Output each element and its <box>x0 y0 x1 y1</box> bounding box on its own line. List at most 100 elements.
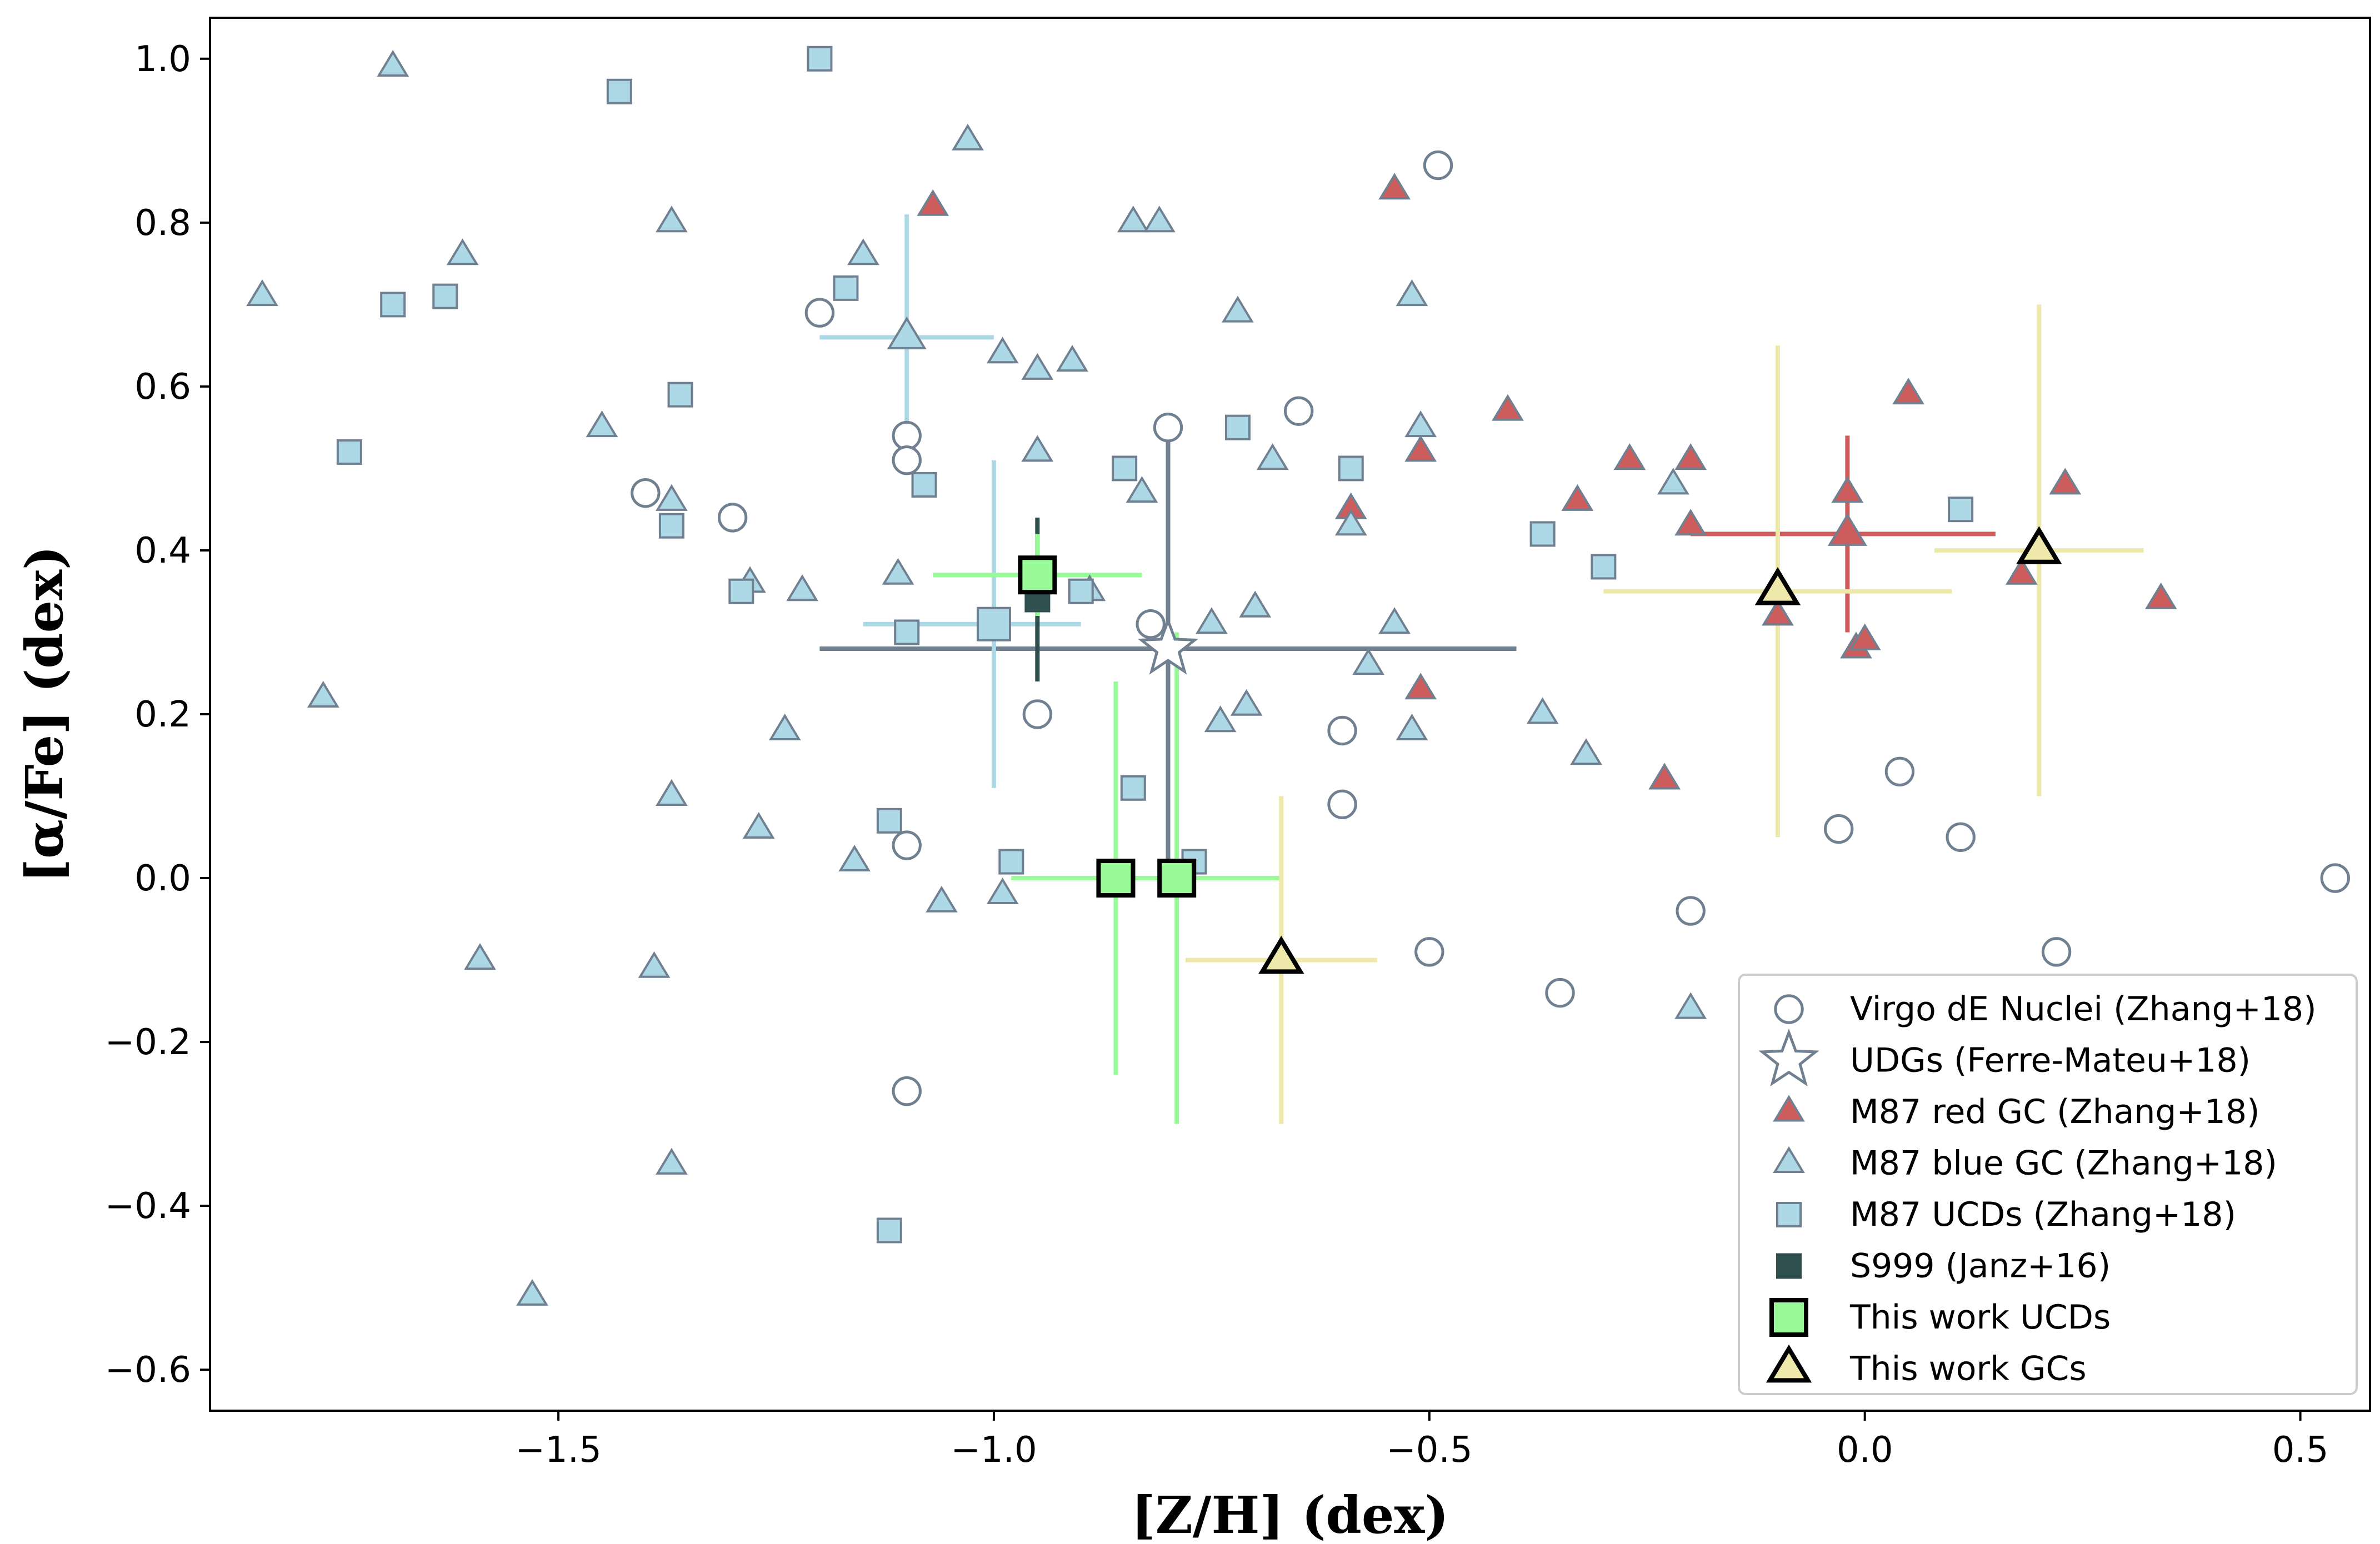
legend-label: Virgo dE Nuclei (Zhang+18) <box>1850 990 2317 1029</box>
m87-blue-gc-point <box>1196 607 1228 634</box>
y-axis-label: [α/Fe] (dex) <box>14 545 74 883</box>
m87-blue-gc-point <box>952 123 984 151</box>
m87-blue-gc-point <box>656 484 688 511</box>
m87-blue-gc-point <box>1204 705 1237 733</box>
m87-red-gc-point <box>1378 173 1411 200</box>
m87-red-gc-point <box>1561 484 1594 511</box>
m87-blue-gc-point <box>926 885 958 913</box>
m87-blue-gc-point <box>786 574 818 601</box>
m87-blue-gc-point <box>847 238 879 265</box>
y-tick-label: 0.2 <box>134 694 191 735</box>
legend-item: Virgo dE Nuclei (Zhang+18) <box>1774 990 2317 1029</box>
m87-blue-gc-point <box>1117 205 1149 233</box>
this-work-gc-point <box>2016 526 2062 564</box>
m87-ucd-point <box>667 382 693 408</box>
m87-ucd-point <box>1591 554 1617 580</box>
m87-ucd-point <box>336 439 362 465</box>
m87-ucd-point <box>833 275 859 301</box>
m87-ucd-point <box>658 513 684 539</box>
virgo-de-nucleus-point <box>1327 715 1357 746</box>
virgo-de-nucleus-point <box>1823 814 1854 844</box>
m87-blue-gc-point <box>1657 468 1689 495</box>
m87-blue-gc-point <box>1230 689 1263 716</box>
m87-ucd-point <box>976 606 1011 641</box>
legend-item: M87 blue GC (Zhang+18) <box>1773 1144 2277 1183</box>
m87-ucd-point <box>1224 414 1251 440</box>
m87-blue-gc-point <box>656 205 688 233</box>
m87-blue-gc-point <box>656 779 688 806</box>
m87-red-gc-point <box>1848 623 1881 650</box>
m87-blue-gc-point <box>1404 410 1437 438</box>
m87-red-gc-point <box>1827 513 1867 546</box>
m87-red-gc-point <box>2144 582 2177 609</box>
y-tick-label: 0.0 <box>134 858 191 899</box>
m87-blue-gc-point <box>986 337 1019 364</box>
m87-red-gc-point <box>1674 509 1707 536</box>
legend-item: UDGs (Ferre-Mateu+18) <box>1758 1028 2251 1087</box>
legend-swatch <box>1773 1146 1805 1173</box>
virgo-de-nucleus-point <box>1545 977 1575 1008</box>
virgo-de-nucleus-point <box>1884 756 1915 786</box>
m87-red-gc-point <box>2049 468 2082 495</box>
virgo-de-nucleus-point <box>717 503 748 533</box>
legend-swatch <box>1766 1344 1812 1383</box>
y-tick-label: −0.4 <box>105 1186 191 1227</box>
m87-red-gc-point <box>1831 476 1864 503</box>
m87-blue-gc-point <box>882 558 914 585</box>
virgo-de-nucleus-point <box>892 420 922 451</box>
m87-blue-gc-point <box>1396 279 1428 307</box>
m87-ucd-point <box>876 808 902 834</box>
m87-blue-gc-point <box>1570 738 1602 765</box>
legend-swatch <box>1776 1202 1802 1227</box>
m87-blue-gc-point <box>638 951 671 978</box>
legend-label: S999 (Janz+16) <box>1850 1247 2111 1286</box>
this-work-gc-point <box>1258 935 1304 974</box>
m87-ucd-point <box>380 292 406 318</box>
m87-blue-gc-point <box>377 49 409 77</box>
y-tick-label: 1.0 <box>134 39 191 80</box>
m87-blue-gc-point <box>1378 607 1411 634</box>
m87-red-gc-point <box>1892 378 1924 405</box>
virgo-de-nucleus-point <box>1022 699 1053 729</box>
x-axis-label: [Z/H] (dex) <box>1131 1485 1449 1544</box>
m87-blue-gc-point <box>1352 648 1384 675</box>
legend-label: M87 red GC (Zhang+18) <box>1850 1092 2260 1131</box>
legend-label: This work UCDs <box>1849 1298 2111 1337</box>
m87-red-gc-point <box>1648 763 1681 790</box>
virgo-de-nucleus-point <box>2320 863 2350 893</box>
m87-ucd-point <box>432 283 458 309</box>
m87-blue-gc-point <box>1396 713 1428 740</box>
legend-item: This work UCDs <box>1769 1298 2111 1337</box>
this-work-ucd-point <box>1018 555 1057 595</box>
virgo-de-nucleus-point <box>1136 609 1166 639</box>
udg-point <box>1137 616 1199 675</box>
m87-ucd-point <box>807 46 833 72</box>
m87-ucd-point <box>728 578 754 604</box>
legend-label: This work GCs <box>1849 1350 2087 1388</box>
m87-blue-gc-point <box>1526 697 1559 724</box>
m87-ucd-point <box>1068 578 1094 604</box>
legend-item: M87 red GC (Zhang+18) <box>1773 1092 2260 1131</box>
m87-blue-gc-point <box>1256 443 1289 470</box>
m87-red-gc-point <box>2006 558 2038 585</box>
m87-blue-gc-point <box>1143 205 1176 233</box>
m87-ucd-point <box>911 472 937 498</box>
m87-ucd-point <box>876 1217 902 1244</box>
m87-ucd-point <box>1112 455 1138 482</box>
m87-red-gc-point <box>1674 443 1707 470</box>
m87-ucd-point <box>1120 775 1146 801</box>
m87-blue-gc-point <box>742 812 775 839</box>
legend-swatch <box>1769 1298 1808 1337</box>
y-axis-ticks: −0.6 −0.4 −0.2 0.0 0.2 0.4 0.6 0.8 1.0 <box>105 39 210 1391</box>
virgo-de-nucleus-point <box>804 298 835 328</box>
m87-blue-gc-point <box>656 1147 688 1175</box>
virgo-de-nucleus-point <box>1327 789 1357 819</box>
legend-box <box>1738 974 2358 1395</box>
m87-ucd-point <box>1948 497 1974 523</box>
m87-blue-gc-point <box>887 316 927 349</box>
m87-ucd-point <box>1529 521 1556 547</box>
m87-blue-gc-point <box>446 238 479 265</box>
x-tick-label: 0.5 <box>2272 1430 2329 1471</box>
this-work-ucd-point <box>1157 859 1197 898</box>
